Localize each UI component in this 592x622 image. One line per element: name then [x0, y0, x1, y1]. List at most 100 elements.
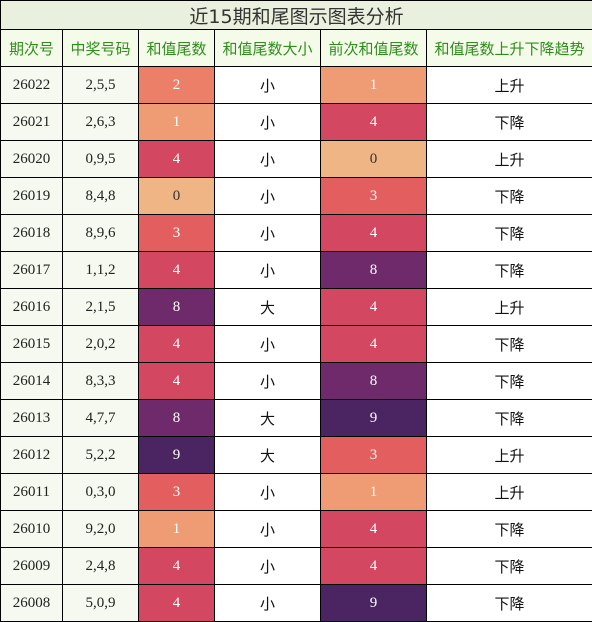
winning-numbers-cell: 2,5,5 [62, 66, 139, 104]
prev-tail-cell: 0 [320, 140, 427, 178]
winning-numbers-cell: 5,0,9 [62, 584, 139, 622]
trend-cell: 下降 [425, 214, 592, 252]
tail-size-cell: 小 [214, 473, 321, 511]
prev-tail-cell: 1 [320, 473, 427, 511]
period-cell: 26020 [0, 140, 63, 178]
sum-tail-cell: 8 [138, 399, 215, 437]
prev-tail-cell: 8 [320, 251, 427, 289]
tail-size-cell: 小 [214, 510, 321, 548]
sum-tail-cell: 8 [138, 288, 215, 326]
table-row: 26008 5,0,9 4 小 9 下降 [0, 584, 592, 622]
trend-cell: 下降 [425, 399, 592, 437]
table-row: 26012 5,2,2 9 大 3 上升 [0, 436, 592, 474]
header-winning-numbers: 中奖号码 [62, 29, 139, 67]
sum-tail-cell: 1 [138, 103, 215, 141]
tail-size-cell: 小 [214, 584, 321, 622]
winning-numbers-cell: 2,1,5 [62, 288, 139, 326]
period-cell: 26015 [0, 325, 63, 363]
period-cell: 26010 [0, 510, 63, 548]
trend-cell: 下降 [425, 362, 592, 400]
header-tail-size: 和值尾数大小 [214, 29, 321, 67]
tail-size-cell: 大 [214, 288, 321, 326]
trend-cell: 下降 [425, 584, 592, 622]
table-row: 26017 1,1,2 4 小 8 下降 [0, 251, 592, 289]
tail-size-cell: 小 [214, 362, 321, 400]
prev-tail-cell: 9 [320, 399, 427, 437]
period-cell: 26016 [0, 288, 63, 326]
winning-numbers-cell: 0,3,0 [62, 473, 139, 511]
trend-cell: 上升 [425, 288, 592, 326]
winning-numbers-cell: 8,4,8 [62, 177, 139, 215]
tail-size-cell: 小 [214, 177, 321, 215]
winning-numbers-cell: 2,4,8 [62, 547, 139, 585]
header-prev-tail: 前次和值尾数 [320, 29, 427, 67]
winning-numbers-cell: 8,3,3 [62, 362, 139, 400]
sum-tail-cell: 2 [138, 66, 215, 104]
table-row: 26011 0,3,0 3 小 1 上升 [0, 473, 592, 511]
tail-size-cell: 小 [214, 140, 321, 178]
winning-numbers-cell: 8,9,6 [62, 214, 139, 252]
period-cell: 26018 [0, 214, 63, 252]
prev-tail-cell: 4 [320, 547, 427, 585]
sum-tail-cell: 4 [138, 584, 215, 622]
trend-cell: 下降 [425, 251, 592, 289]
period-cell: 26013 [0, 399, 63, 437]
sum-tail-cell: 1 [138, 510, 215, 548]
tail-size-cell: 小 [214, 214, 321, 252]
table-row: 26016 2,1,5 8 大 4 上升 [0, 288, 592, 326]
table-row: 26019 8,4,8 0 小 3 下降 [0, 177, 592, 215]
table-row: 26021 2,6,3 1 小 4 下降 [0, 103, 592, 141]
period-cell: 26021 [0, 103, 63, 141]
trend-cell: 上升 [425, 66, 592, 104]
prev-tail-cell: 4 [320, 288, 427, 326]
trend-cell: 上升 [425, 473, 592, 511]
trend-cell: 上升 [425, 436, 592, 474]
prev-tail-cell: 4 [320, 103, 427, 141]
prev-tail-cell: 3 [320, 177, 427, 215]
sum-tail-cell: 4 [138, 325, 215, 363]
sum-tail-cell: 4 [138, 362, 215, 400]
prev-tail-cell: 1 [320, 66, 427, 104]
tail-size-cell: 小 [214, 547, 321, 585]
sum-tail-cell: 0 [138, 177, 215, 215]
prev-tail-cell: 8 [320, 362, 427, 400]
header-period: 期次号 [0, 29, 63, 67]
period-cell: 26012 [0, 436, 63, 474]
winning-numbers-cell: 2,6,3 [62, 103, 139, 141]
prev-tail-cell: 3 [320, 436, 427, 474]
sum-tail-cell: 4 [138, 251, 215, 289]
sum-tail-cell: 4 [138, 140, 215, 178]
winning-numbers-cell: 9,2,0 [62, 510, 139, 548]
header-trend: 和值尾数上升下降趋势 [425, 29, 592, 67]
table-row: 26010 9,2,0 1 小 4 下降 [0, 510, 592, 548]
period-cell: 26022 [0, 66, 63, 104]
trend-cell: 下降 [425, 103, 592, 141]
table-row: 26015 2,0,2 4 小 4 下降 [0, 325, 592, 363]
period-cell: 26014 [0, 362, 63, 400]
table-row: 26009 2,4,8 4 小 4 下降 [0, 547, 592, 585]
winning-numbers-cell: 1,1,2 [62, 251, 139, 289]
sum-tail-cell: 9 [138, 436, 215, 474]
tail-size-cell: 小 [214, 251, 321, 289]
prev-tail-cell: 4 [320, 510, 427, 548]
tail-size-cell: 小 [214, 325, 321, 363]
table-row: 26013 4,7,7 8 大 9 下降 [0, 399, 592, 437]
table-title: 近15期和尾图示图表分析 [0, 0, 592, 30]
table-row: 26014 8,3,3 4 小 8 下降 [0, 362, 592, 400]
period-cell: 26008 [0, 584, 63, 622]
winning-numbers-cell: 0,9,5 [62, 140, 139, 178]
header-sum-tail: 和值尾数 [138, 29, 215, 67]
winning-numbers-cell: 4,7,7 [62, 399, 139, 437]
prev-tail-cell: 4 [320, 214, 427, 252]
prev-tail-cell: 9 [320, 584, 427, 622]
period-cell: 26017 [0, 251, 63, 289]
tail-size-cell: 小 [214, 103, 321, 141]
tail-size-cell: 大 [214, 399, 321, 437]
tail-size-cell: 大 [214, 436, 321, 474]
table-row: 26022 2,5,5 2 小 1 上升 [0, 66, 592, 104]
sum-tail-cell: 3 [138, 214, 215, 252]
trend-cell: 下降 [425, 177, 592, 215]
trend-cell: 下降 [425, 510, 592, 548]
table-row: 26018 8,9,6 3 小 4 下降 [0, 214, 592, 252]
period-cell: 26011 [0, 473, 63, 511]
